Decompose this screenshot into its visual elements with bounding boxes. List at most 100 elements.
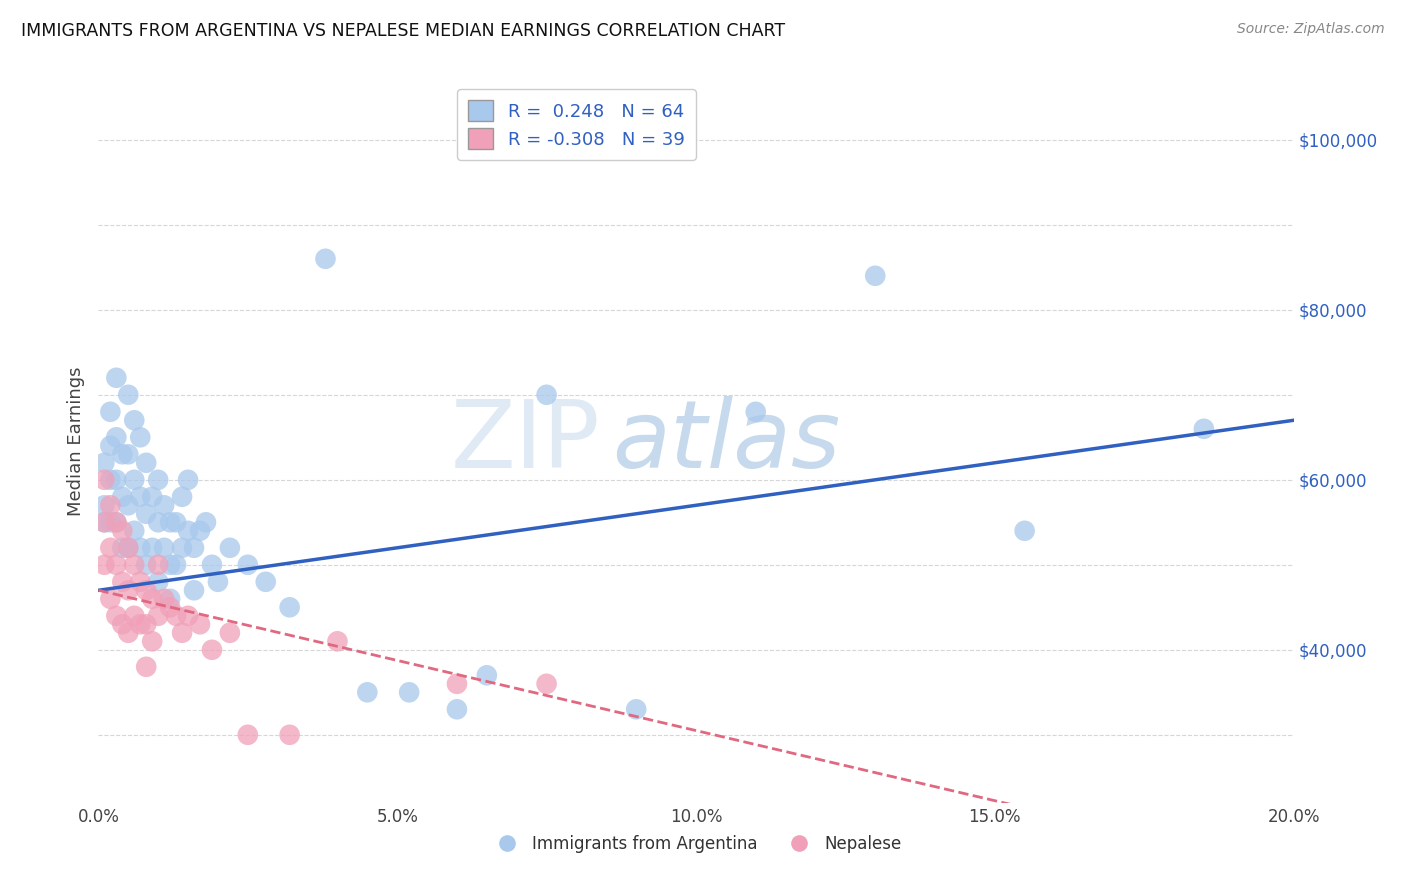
Point xyxy=(201,642,224,657)
Y-axis label: Median Earnings: Median Earnings xyxy=(66,367,84,516)
Point xyxy=(141,591,163,606)
Point xyxy=(105,516,128,530)
Point xyxy=(117,541,139,555)
Point xyxy=(148,516,170,530)
Point xyxy=(183,583,205,598)
Point xyxy=(278,728,301,742)
Point xyxy=(153,591,176,606)
Point xyxy=(626,702,648,716)
Legend: Immigrants from Argentina, Nepalese: Immigrants from Argentina, Nepalese xyxy=(484,828,908,860)
Point xyxy=(117,447,139,461)
Point xyxy=(98,591,122,606)
Point xyxy=(236,558,259,572)
Point xyxy=(98,405,122,419)
Point xyxy=(111,524,134,538)
Text: IMMIGRANTS FROM ARGENTINA VS NEPALESE MEDIAN EARNINGS CORRELATION CHART: IMMIGRANTS FROM ARGENTINA VS NEPALESE ME… xyxy=(21,22,785,40)
Point xyxy=(135,558,157,572)
Point xyxy=(135,660,157,674)
Point xyxy=(172,490,194,504)
Point xyxy=(536,388,558,402)
Point xyxy=(98,516,122,530)
Point xyxy=(172,625,194,640)
Point xyxy=(105,473,128,487)
Point xyxy=(172,541,194,555)
Point xyxy=(135,583,157,598)
Point xyxy=(177,608,200,623)
Point xyxy=(129,541,152,555)
Point xyxy=(117,625,139,640)
Point xyxy=(111,490,134,504)
Point xyxy=(165,516,187,530)
Point xyxy=(93,473,115,487)
Point xyxy=(98,473,122,487)
Point xyxy=(105,558,128,572)
Point xyxy=(93,456,115,470)
Point xyxy=(195,516,218,530)
Point xyxy=(98,541,122,555)
Point xyxy=(745,405,768,419)
Point xyxy=(159,600,181,615)
Point xyxy=(356,685,378,699)
Point xyxy=(117,388,139,402)
Point xyxy=(98,439,122,453)
Point xyxy=(177,524,200,538)
Point xyxy=(159,516,181,530)
Point xyxy=(141,490,163,504)
Point xyxy=(111,574,134,589)
Point xyxy=(124,413,146,427)
Point xyxy=(129,574,152,589)
Point xyxy=(153,498,176,512)
Point xyxy=(1014,524,1036,538)
Point xyxy=(148,608,170,623)
Point xyxy=(129,617,152,632)
Point xyxy=(153,541,176,555)
Point xyxy=(536,677,558,691)
Point xyxy=(398,685,420,699)
Point xyxy=(201,558,224,572)
Point xyxy=(124,524,146,538)
Point xyxy=(111,617,134,632)
Point xyxy=(207,574,229,589)
Point xyxy=(475,668,498,682)
Point xyxy=(159,591,181,606)
Text: atlas: atlas xyxy=(613,396,841,487)
Point xyxy=(129,430,152,444)
Point xyxy=(93,498,115,512)
Point xyxy=(236,728,259,742)
Point xyxy=(1192,422,1215,436)
Point xyxy=(183,541,205,555)
Point xyxy=(148,558,170,572)
Point xyxy=(93,516,115,530)
Point xyxy=(865,268,887,283)
Point xyxy=(117,498,139,512)
Point xyxy=(315,252,337,266)
Point xyxy=(188,617,211,632)
Point xyxy=(165,558,187,572)
Point xyxy=(135,456,157,470)
Text: Source: ZipAtlas.com: Source: ZipAtlas.com xyxy=(1237,22,1385,37)
Point xyxy=(129,490,152,504)
Point xyxy=(188,524,211,538)
Point xyxy=(165,608,187,623)
Point xyxy=(98,498,122,512)
Point xyxy=(117,583,139,598)
Point xyxy=(159,558,181,572)
Point xyxy=(177,473,200,487)
Text: ZIP: ZIP xyxy=(451,395,600,488)
Point xyxy=(105,516,128,530)
Point xyxy=(93,516,115,530)
Point xyxy=(446,702,468,716)
Point xyxy=(124,473,146,487)
Point xyxy=(254,574,277,589)
Point xyxy=(117,541,139,555)
Point xyxy=(135,507,157,521)
Point xyxy=(446,677,468,691)
Point xyxy=(93,558,115,572)
Point xyxy=(105,608,128,623)
Point xyxy=(105,430,128,444)
Point xyxy=(111,541,134,555)
Point xyxy=(141,634,163,648)
Point xyxy=(148,473,170,487)
Point xyxy=(219,625,242,640)
Point xyxy=(135,617,157,632)
